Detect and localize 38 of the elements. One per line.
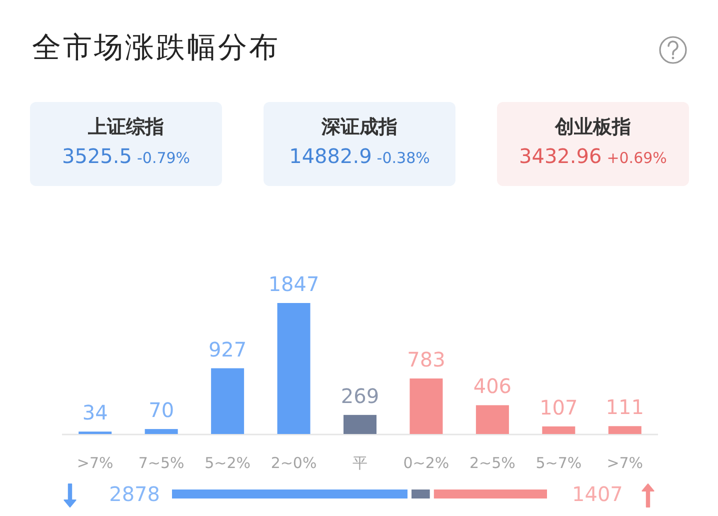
data-label: 783 — [407, 347, 446, 372]
bar — [211, 368, 244, 434]
x-tick-label: 平 — [352, 454, 368, 472]
x-tick-label: 5~2% — [204, 454, 251, 472]
data-label: 111 — [606, 395, 644, 420]
bar — [144, 429, 178, 434]
text: -0.38% — [376, 149, 430, 167]
data-label: 107 — [540, 395, 578, 420]
text: 全市场涨跌幅分布 — [32, 30, 280, 64]
data-label: 406 — [473, 374, 512, 398]
text: 3432.96 — [519, 144, 602, 168]
data-label: 70 — [148, 398, 174, 422]
text: 14882.9 — [289, 144, 372, 168]
bar — [542, 426, 576, 434]
bar — [476, 405, 509, 434]
x-tick-label: >7% — [76, 454, 114, 472]
text: -0.79% — [137, 149, 190, 167]
x-tick-label: 2~5% — [469, 454, 516, 472]
x-tick-label: 7~5% — [138, 454, 184, 472]
x-tick-label: 5~7% — [536, 454, 582, 472]
x-tick-label: >7% — [606, 454, 644, 472]
data-label: 1847 — [268, 272, 320, 296]
data-label: 34 — [82, 400, 108, 425]
x-tick-label: 2~0% — [270, 454, 317, 472]
bar — [608, 426, 642, 434]
text: 创业板指 — [554, 116, 631, 138]
bar — [344, 414, 376, 434]
bar — [277, 303, 310, 434]
bar — [410, 378, 443, 434]
data-label: 269 — [340, 384, 380, 408]
data-label: 2878 — [109, 482, 160, 506]
text: 3525.5 — [62, 144, 132, 168]
text: 上证综指 — [87, 116, 164, 138]
data-label: 1407 — [572, 482, 623, 506]
text: +0.69% — [606, 149, 667, 167]
text: 深证成指 — [320, 116, 398, 138]
data-label: 927 — [208, 337, 247, 362]
x-tick-label: 0~2% — [403, 454, 450, 472]
